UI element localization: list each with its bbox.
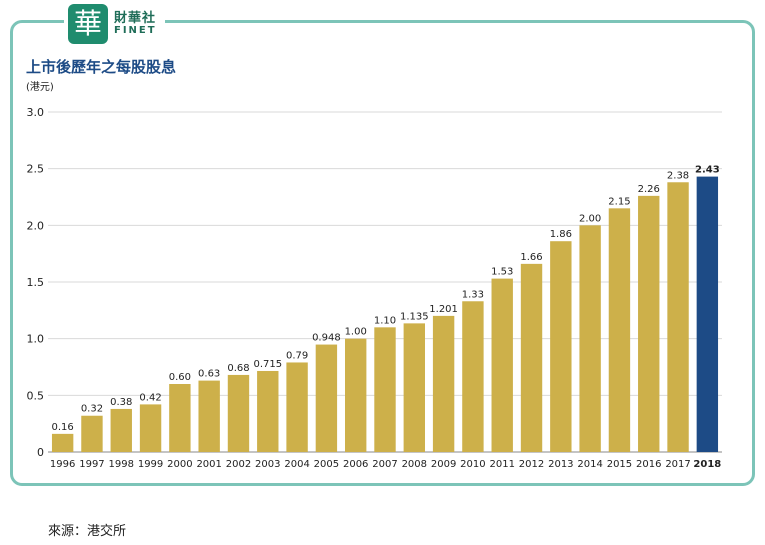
data-label: 2.43 xyxy=(695,165,720,176)
bar xyxy=(110,408,132,452)
x-tick-label: 2014 xyxy=(577,459,602,470)
data-label: 1.33 xyxy=(462,289,484,300)
data-label: 0.948 xyxy=(312,333,341,344)
data-label: 2.15 xyxy=(608,196,630,207)
data-label: 0.68 xyxy=(227,363,249,374)
x-tick-label: 2005 xyxy=(314,459,339,470)
y-tick-label: 3.0 xyxy=(27,106,45,119)
source-note: 來源：港交所 xyxy=(48,524,127,539)
bar xyxy=(696,176,719,452)
data-label: 0.42 xyxy=(139,392,161,403)
x-tick-label: 2007 xyxy=(372,459,397,470)
x-tick-label: 1997 xyxy=(79,459,104,470)
y-tick-label: 1.0 xyxy=(27,333,45,346)
x-tick-label: 2011 xyxy=(489,459,514,470)
x-tick-label: 2018 xyxy=(693,459,721,470)
chart-title: 上市後歷年之每股股息 xyxy=(26,58,177,76)
finet-logo-name-en: FINET xyxy=(114,24,157,36)
y-tick-label: 2.0 xyxy=(27,219,45,232)
bar xyxy=(374,327,396,452)
x-tick-label: 2016 xyxy=(636,459,661,470)
data-label: 1.135 xyxy=(400,311,429,322)
bar xyxy=(344,338,367,452)
data-label: 2.26 xyxy=(638,184,660,195)
bar xyxy=(198,380,220,452)
data-label: 0.60 xyxy=(169,372,191,383)
bar xyxy=(227,374,250,452)
x-tick-label: 2004 xyxy=(284,459,309,470)
finet-logo: 華 財華社 FINET xyxy=(64,2,165,46)
bar xyxy=(579,225,601,452)
bar xyxy=(432,315,455,452)
data-label: 0.715 xyxy=(253,359,282,370)
bar xyxy=(520,263,543,452)
x-tick-label: 1996 xyxy=(50,459,75,470)
x-tick-label: 2017 xyxy=(665,459,690,470)
y-tick-label: 2.5 xyxy=(27,163,45,176)
x-tick-label: 2012 xyxy=(519,459,544,470)
data-label: 1.10 xyxy=(374,315,396,326)
finet-logo-name-cn: 財華社 xyxy=(114,10,157,26)
bar xyxy=(462,301,484,452)
bar xyxy=(667,182,689,452)
bar xyxy=(403,323,426,452)
bar xyxy=(550,241,572,452)
x-tick-label: 2000 xyxy=(167,459,192,470)
data-label: 2.00 xyxy=(579,213,601,224)
bar xyxy=(608,208,631,452)
finet-logo-mark: 華 xyxy=(68,4,108,44)
x-tick-label: 2009 xyxy=(431,459,456,470)
data-label: 0.79 xyxy=(286,350,308,361)
data-label: 0.63 xyxy=(198,369,220,380)
x-tick-label: 2015 xyxy=(607,459,632,470)
bar xyxy=(286,362,308,452)
x-tick-label: 2003 xyxy=(255,459,280,470)
data-label: 0.16 xyxy=(52,422,74,433)
y-tick-label: 0 xyxy=(37,446,44,459)
data-label: 2.38 xyxy=(667,170,689,181)
x-tick-label: 1999 xyxy=(138,459,163,470)
x-tick-label: 2002 xyxy=(226,459,251,470)
bar xyxy=(491,278,513,452)
bar xyxy=(169,384,191,452)
x-tick-label: 2008 xyxy=(402,459,427,470)
x-tick-label: 2006 xyxy=(343,459,368,470)
data-label: 1.53 xyxy=(491,267,513,278)
bar xyxy=(638,195,660,452)
x-tick-label: 2010 xyxy=(460,459,485,470)
data-label: 0.38 xyxy=(110,397,132,408)
data-label: 1.201 xyxy=(429,304,458,315)
y-tick-label: 0.5 xyxy=(27,389,45,402)
bar xyxy=(257,370,279,452)
bar xyxy=(139,404,162,452)
x-tick-label: 1998 xyxy=(109,459,134,470)
bar xyxy=(315,344,338,452)
bar xyxy=(51,433,74,452)
data-label: 1.86 xyxy=(550,229,572,240)
data-label: 1.66 xyxy=(520,252,542,263)
bar xyxy=(81,415,103,452)
x-tick-label: 2013 xyxy=(548,459,573,470)
data-label: 1.00 xyxy=(345,327,367,338)
x-tick-label: 2001 xyxy=(196,459,221,470)
y-tick-label: 1.5 xyxy=(27,276,45,289)
y-axis-unit: (港元) xyxy=(26,82,54,93)
data-label: 0.32 xyxy=(81,404,103,415)
